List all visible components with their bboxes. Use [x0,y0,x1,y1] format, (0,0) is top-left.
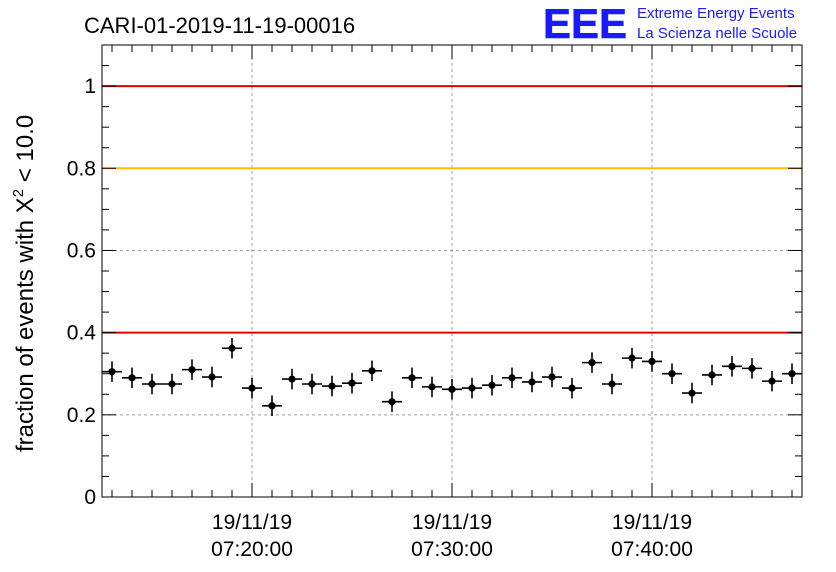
point-marker [308,380,316,388]
point-marker [108,368,116,376]
data-point [542,366,562,388]
point-marker [668,370,676,378]
point-marker [188,366,196,374]
y-tick-label: 0 [84,486,96,509]
y-axis-label-symbol: X [12,197,39,213]
data-point [322,375,342,397]
y-axis-label-suffix: < 10.0 [12,115,39,189]
y-tick-label: 1 [84,75,96,98]
data-point [202,366,222,388]
point-marker [228,344,236,352]
data-point [382,391,402,412]
reference-lines [102,85,802,334]
point-marker [568,384,576,392]
eee-logo: EEE Extreme Energy Events La Scienza nel… [543,0,797,47]
point-marker [368,367,376,375]
logo-line2: La Scienza nelle Scuole [637,25,797,42]
data-point [242,377,262,399]
point-marker [468,384,476,392]
data-point [622,347,642,369]
point-marker [508,374,516,382]
point-marker [488,381,496,389]
data-point [282,368,302,390]
x-tick-time-label: 07:30:00 [411,538,493,561]
point-marker [208,373,216,381]
point-marker [648,357,656,365]
data-point [122,367,142,389]
x-tick-time-label: 07:40:00 [611,538,693,561]
data-point [222,337,242,359]
data-point [702,364,722,386]
point-marker [388,398,396,406]
point-marker [448,385,456,393]
point-marker [348,379,356,387]
data-point [482,374,502,396]
point-marker [708,371,716,379]
y-axis-label-sup: 2 [10,189,27,197]
point-marker [268,402,276,410]
logo-line1: Extreme Energy Events [637,5,795,22]
chart-title: CARI-01-2019-11-19-00016 [84,13,355,38]
point-marker [328,382,336,390]
data-point [362,360,382,382]
data-point [302,373,322,395]
point-marker [608,380,616,388]
point-marker [788,370,796,378]
data-point [722,356,742,377]
data-point [602,373,622,395]
data-point [562,377,582,399]
point-marker [288,375,296,383]
data-point [162,373,182,395]
data-point [102,361,122,382]
point-marker [428,383,436,391]
point-marker [728,362,736,370]
y-axis: 0 0.2 0.4 0.6 0.8 1 [67,65,802,509]
data-point [662,363,682,384]
data-point [402,367,422,389]
x-tick-date-label: 19/11/19 [612,511,692,534]
point-marker [748,364,756,372]
point-marker [528,378,536,386]
x-tick-date-label: 19/11/19 [212,511,292,534]
point-marker [628,354,636,362]
data-point [742,358,762,379]
data-point [142,373,162,395]
data-point [762,370,782,392]
data-point [642,351,662,372]
data-point [262,395,282,417]
y-tick-label: 0.8 [67,157,96,180]
y-tick-label: 0.6 [67,239,96,262]
data-point [502,367,522,389]
data-points [102,337,802,417]
point-marker [768,377,776,385]
y-axis-label-prefix: fraction of events with [12,213,39,452]
point-marker [688,389,696,397]
point-marker [548,373,556,381]
x-axis: 19/11/19 07:20:00 19/11/19 07:30:00 19/11/19… [111,45,793,561]
point-marker [148,380,156,388]
data-point [442,379,462,400]
point-marker [248,384,256,392]
logo-mark: EEE [543,0,627,47]
point-marker [128,374,136,382]
data-point [522,371,542,393]
point-marker [588,359,596,367]
data-point [422,376,442,398]
x-tick-date-label: 19/11/19 [412,511,492,534]
point-marker [408,374,416,382]
x-tick-time-label: 07:20:00 [211,538,293,561]
grid [102,45,802,497]
data-point [682,382,702,404]
point-marker [168,380,176,388]
data-point [182,359,202,380]
y-tick-label: 0.4 [67,322,97,345]
data-point [462,377,482,399]
y-tick-label: 0.2 [67,404,96,427]
data-point [582,352,602,373]
data-point [342,372,362,394]
y-axis-label: fraction of events with X2 < 10.0 [10,115,39,452]
